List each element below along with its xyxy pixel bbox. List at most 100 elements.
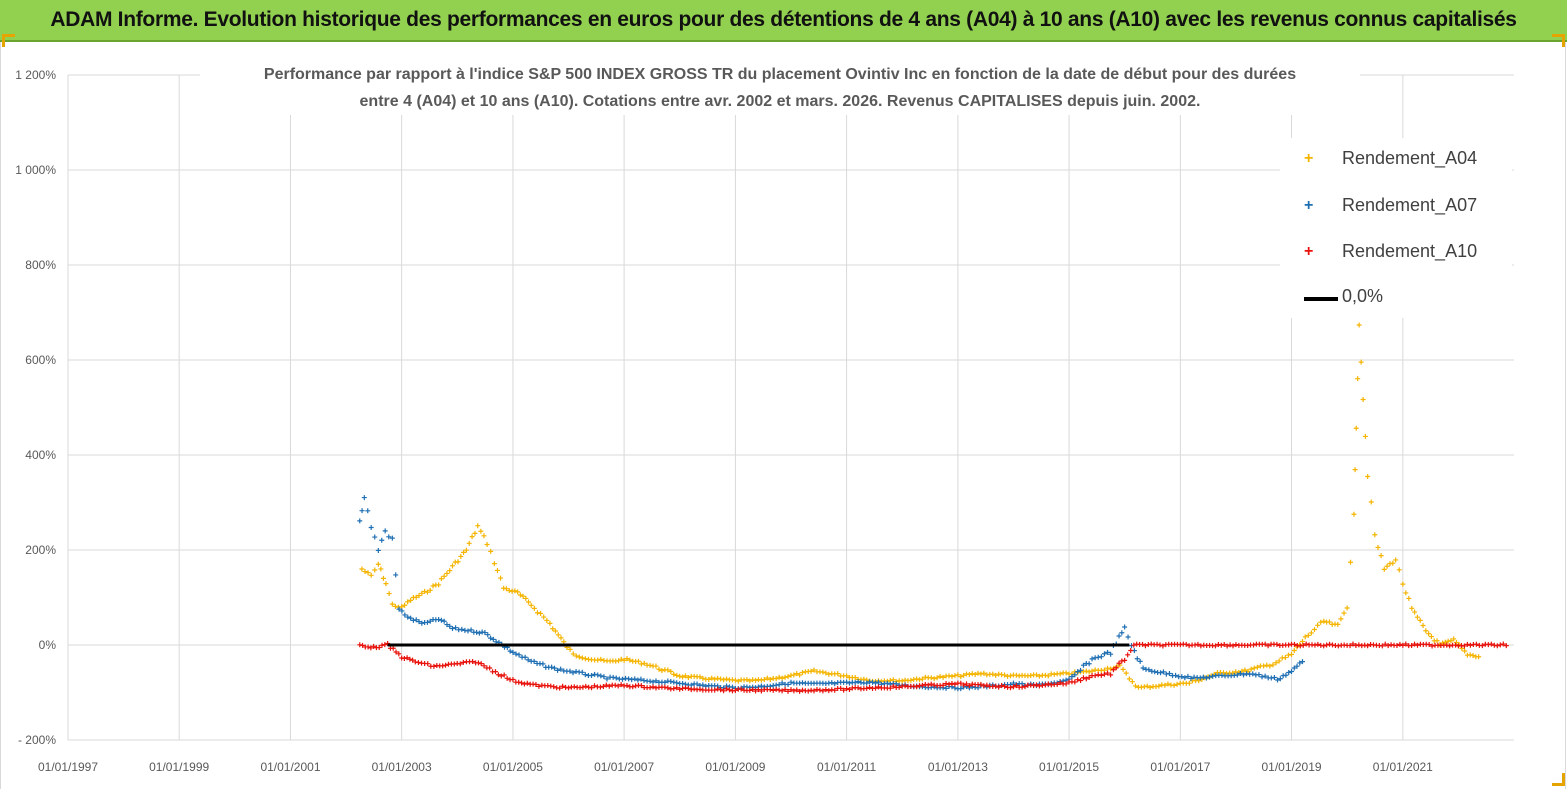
data-point-a07 — [444, 622, 450, 628]
data-point-a10 — [597, 684, 603, 690]
data-point-a10 — [1356, 642, 1362, 648]
data-point-a04 — [1083, 668, 1089, 674]
data-point-a07 — [405, 614, 411, 620]
data-point-a04 — [621, 657, 627, 663]
data-point-a07 — [1277, 676, 1283, 682]
data-point-a07 — [582, 672, 588, 678]
data-point-a10 — [495, 672, 501, 678]
data-point-a10 — [961, 682, 967, 688]
data-point-a10 — [1075, 677, 1081, 683]
data-point-a04 — [1476, 654, 1482, 660]
data-point-a10 — [1105, 670, 1111, 676]
data-point-a10 — [779, 688, 785, 694]
data-point-a10 — [519, 680, 525, 686]
data-point-a10 — [612, 682, 618, 688]
y-tick-label: 0% — [39, 638, 57, 652]
data-point-a10 — [928, 681, 934, 687]
data-point-a10 — [410, 657, 416, 663]
data-point-a10 — [606, 683, 612, 689]
data-point-a04 — [1267, 663, 1273, 669]
data-point-a04 — [638, 661, 644, 667]
data-point-a07 — [1101, 651, 1107, 657]
data-point-a10 — [1110, 667, 1116, 673]
data-point-a07 — [393, 572, 399, 578]
data-point-a10 — [805, 688, 811, 694]
data-point-a04 — [472, 530, 478, 536]
data-point-a07 — [513, 651, 519, 657]
data-point-a10 — [949, 680, 955, 686]
data-point-a04 — [375, 561, 381, 567]
data-point-a07 — [413, 617, 419, 623]
data-point-a04 — [1282, 655, 1288, 661]
data-point-a10 — [1078, 678, 1084, 684]
data-point-a07 — [507, 648, 513, 654]
data-point-a10 — [1414, 642, 1420, 648]
data-point-a10 — [674, 685, 680, 691]
data-point-a04 — [835, 671, 841, 677]
data-point-a04 — [455, 559, 461, 565]
legend-line-zero — [1304, 297, 1338, 301]
data-point-a10 — [1461, 643, 1467, 649]
data-point-a07 — [357, 518, 363, 524]
data-point-a10 — [396, 651, 402, 657]
data-point-a04 — [1033, 672, 1039, 678]
data-point-a04 — [811, 667, 817, 673]
data-point-a04 — [823, 670, 829, 676]
data-point-a10 — [732, 687, 738, 693]
data-point-a04 — [978, 671, 984, 677]
data-point-a04 — [1264, 662, 1270, 668]
data-point-a10 — [1186, 643, 1192, 649]
data-point-a10 — [1101, 671, 1107, 677]
data-point-a04 — [744, 677, 750, 683]
data-point-a07 — [567, 668, 573, 674]
data-point-a04 — [961, 672, 967, 678]
data-point-a07 — [1163, 671, 1169, 677]
data-point-a10 — [671, 686, 677, 692]
data-point-a04 — [1326, 619, 1332, 625]
data-point-a04 — [761, 677, 767, 683]
data-point-a10 — [665, 685, 671, 691]
data-point-a10 — [1479, 643, 1485, 649]
data-point-a10 — [1397, 641, 1403, 647]
data-point-a07 — [694, 681, 700, 687]
data-point-a10 — [1002, 683, 1008, 689]
data-point-a04 — [990, 671, 996, 677]
data-point-a04 — [561, 639, 567, 645]
data-point-a07 — [619, 676, 625, 682]
data-point-a04 — [934, 675, 940, 681]
data-point-a10 — [1008, 685, 1014, 691]
data-point-a04 — [952, 673, 958, 679]
data-point-a10 — [914, 684, 920, 690]
data-point-a04 — [1108, 666, 1114, 672]
data-point-a04 — [1462, 648, 1468, 654]
data-point-a04 — [1451, 636, 1457, 642]
data-point-a07 — [595, 672, 601, 678]
data-point-a10 — [794, 687, 800, 693]
data-point-a10 — [823, 687, 829, 693]
data-point-a04 — [573, 653, 579, 659]
data-point-a07 — [1122, 624, 1128, 630]
data-point-a07 — [427, 618, 433, 624]
data-point-a04 — [735, 678, 741, 684]
data-point-a10 — [814, 687, 820, 693]
data-point-a04 — [724, 676, 730, 682]
data-point-a10 — [1031, 683, 1037, 689]
data-point-a10 — [1312, 642, 1318, 648]
data-point-a10 — [487, 665, 493, 671]
data-point-a10 — [1057, 680, 1063, 686]
data-point-a07 — [1146, 667, 1152, 673]
chart-legend: + Rendement_A04 + Rendement_A07 + Rendem… — [1280, 138, 1512, 318]
data-point-a04 — [475, 523, 481, 529]
data-point-a10 — [1382, 641, 1388, 647]
data-point-a04 — [1063, 670, 1069, 676]
data-point-a10 — [1192, 642, 1198, 648]
data-point-a07 — [662, 679, 668, 685]
data-point-a04 — [1400, 581, 1406, 587]
data-point-a04 — [1129, 679, 1135, 685]
data-point-a07 — [1098, 654, 1104, 660]
data-point-a10 — [952, 681, 958, 687]
data-point-a04 — [528, 602, 534, 608]
data-point-a07 — [1197, 675, 1203, 681]
data-point-a07 — [1182, 675, 1188, 681]
data-point-a07 — [832, 681, 838, 687]
